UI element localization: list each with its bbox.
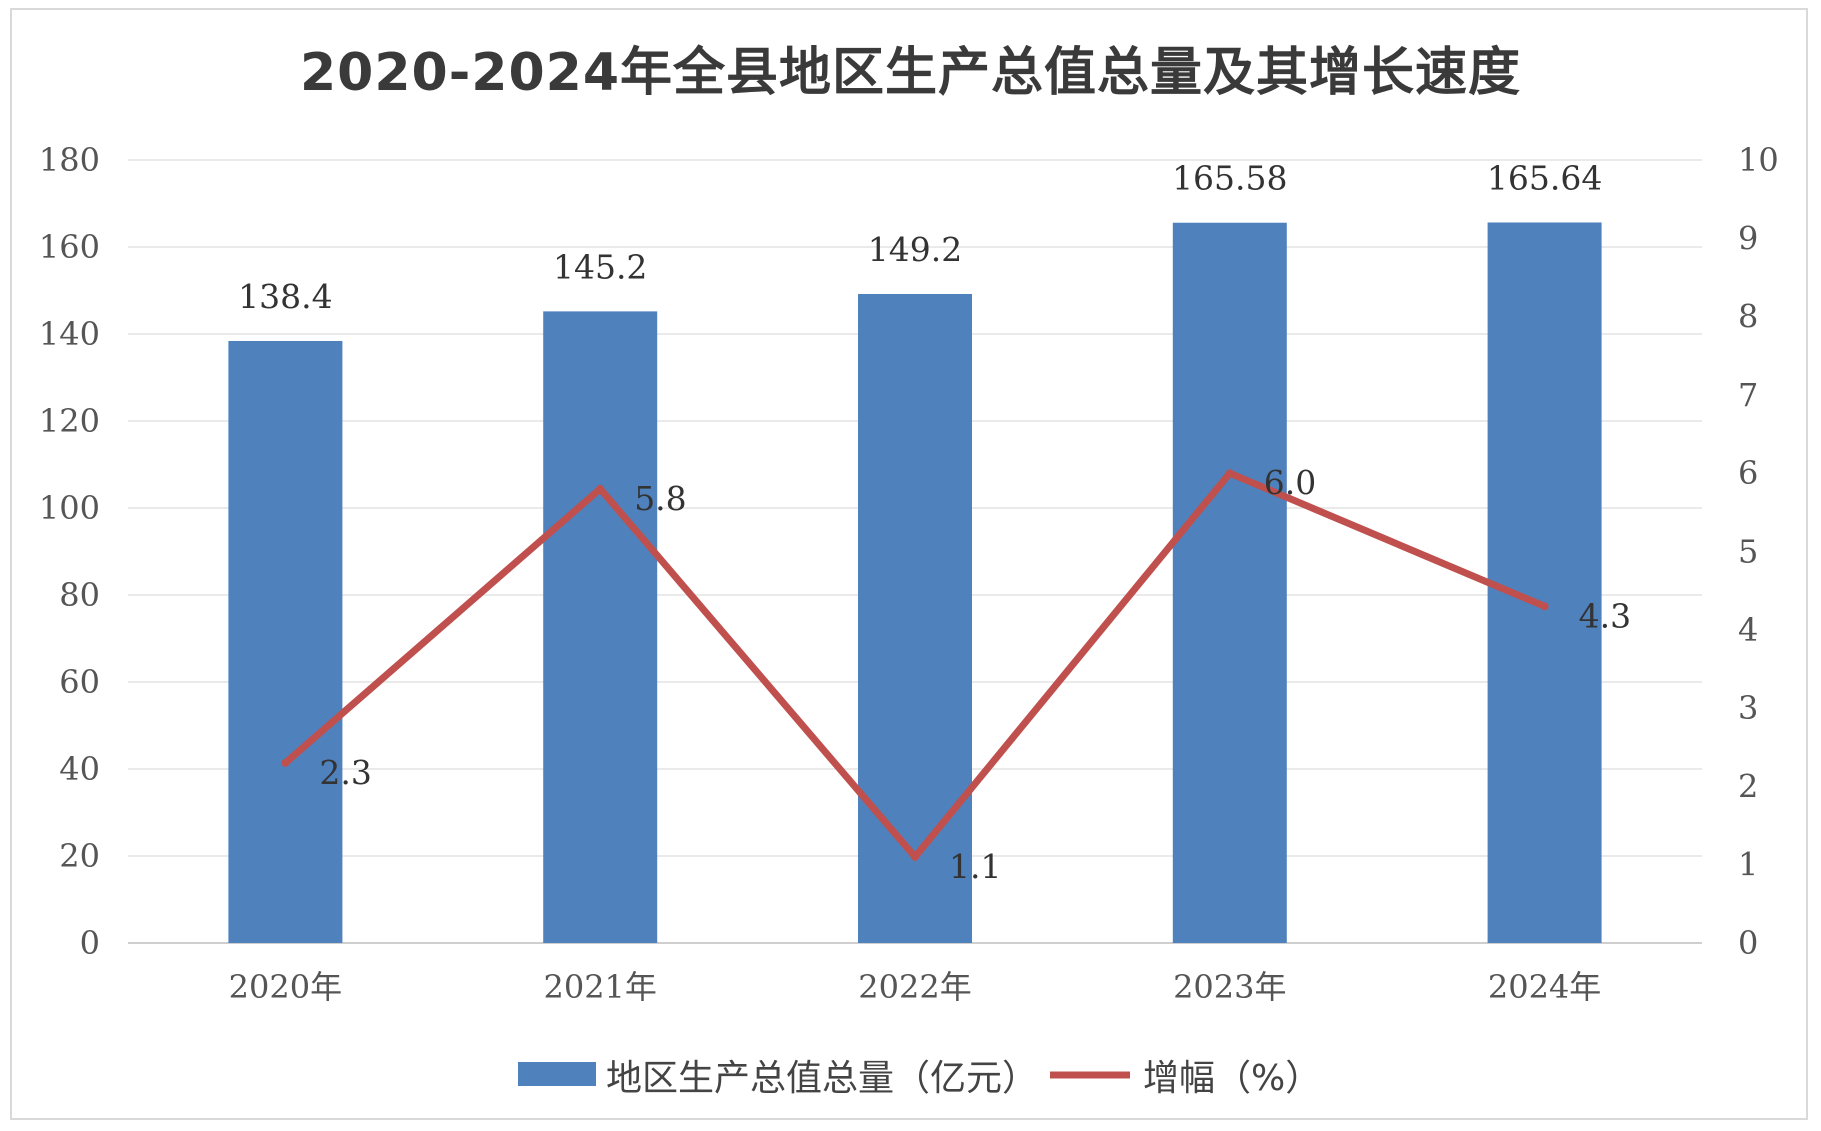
right-axis-ticks: 0 1 2 3 4 5 6 7 8 9 10	[1738, 141, 1779, 962]
bar	[543, 311, 658, 943]
y-right-tick-label: 4	[1738, 611, 1758, 649]
chart-title: 2020-2024年全县地区生产总值总量及其增长速度	[299, 43, 1522, 103]
bar-data-label: 165.64	[1487, 158, 1602, 197]
legend-label-line: 增幅（%）	[1143, 1058, 1321, 1099]
bar-data-label: 138.4	[238, 277, 332, 316]
x-tick-label: 2023年	[1173, 968, 1286, 1006]
y-right-tick-label: 3	[1738, 689, 1758, 727]
y-right-tick-label: 2	[1738, 767, 1758, 805]
y-left-tick-label: 120	[39, 402, 100, 440]
x-tick-label: 2020年	[229, 968, 342, 1006]
y-right-tick-label: 5	[1738, 533, 1758, 571]
bar	[228, 340, 343, 944]
y-left-tick-label: 40	[59, 750, 100, 788]
x-tick-label: 2021年	[543, 968, 656, 1006]
y-left-tick-label: 100	[39, 489, 100, 527]
y-left-tick-label: 20	[59, 837, 100, 875]
left-axis-ticks: 0 20 40 60 80 100 120 140 160 180	[39, 141, 100, 962]
line-point	[1225, 469, 1234, 478]
y-right-tick-label: 9	[1738, 219, 1758, 257]
line-data-label: 6.0	[1264, 463, 1316, 502]
line-data-label: 5.8	[634, 479, 686, 518]
legend-label-bar: 地区生产总值总量（亿元）	[606, 1058, 1038, 1099]
y-left-tick-label: 0	[80, 924, 100, 962]
y-left-tick-label: 60	[59, 663, 100, 701]
x-axis-ticks: 2020年 2021年 2022年 2023年 2024年	[229, 968, 1602, 1006]
bar	[858, 293, 972, 944]
y-right-tick-label: 8	[1738, 298, 1758, 336]
bar	[1487, 222, 1602, 943]
line-point	[596, 484, 605, 493]
y-left-tick-label: 80	[59, 576, 100, 614]
line-data-label: 4.3	[1579, 596, 1631, 635]
y-right-tick-label: 10	[1738, 141, 1779, 179]
bar	[1172, 222, 1287, 944]
data-labels: 138.4 145.2 149.2 165.58 165.64 2.3 5.8 1.1 6.0 4…	[238, 158, 1631, 885]
line-point	[281, 758, 290, 767]
legend-swatch-bar	[518, 1062, 596, 1086]
y-right-tick-label: 6	[1738, 454, 1758, 492]
y-right-tick-label: 1	[1738, 846, 1758, 884]
bar-data-label: 145.2	[553, 247, 647, 286]
y-left-tick-label: 140	[39, 315, 100, 353]
line-point	[1540, 602, 1549, 611]
y-right-tick-label: 0	[1738, 924, 1758, 962]
bar-data-label: 149.2	[868, 230, 962, 269]
y-right-tick-label: 7	[1738, 376, 1758, 414]
bar-data-label: 165.58	[1172, 159, 1287, 198]
y-left-tick-label: 160	[39, 228, 100, 266]
legend: 地区生产总值总量（亿元） 增幅（%）	[518, 1058, 1321, 1099]
line-data-label: 2.3	[319, 753, 371, 792]
bar-series	[228, 222, 1602, 944]
line-data-label: 1.1	[949, 847, 1001, 886]
y-left-tick-label: 180	[39, 141, 100, 179]
line-point	[911, 852, 919, 861]
line-series	[281, 469, 1549, 861]
x-tick-label: 2022年	[858, 968, 971, 1006]
x-tick-label: 2024年	[1488, 968, 1601, 1006]
